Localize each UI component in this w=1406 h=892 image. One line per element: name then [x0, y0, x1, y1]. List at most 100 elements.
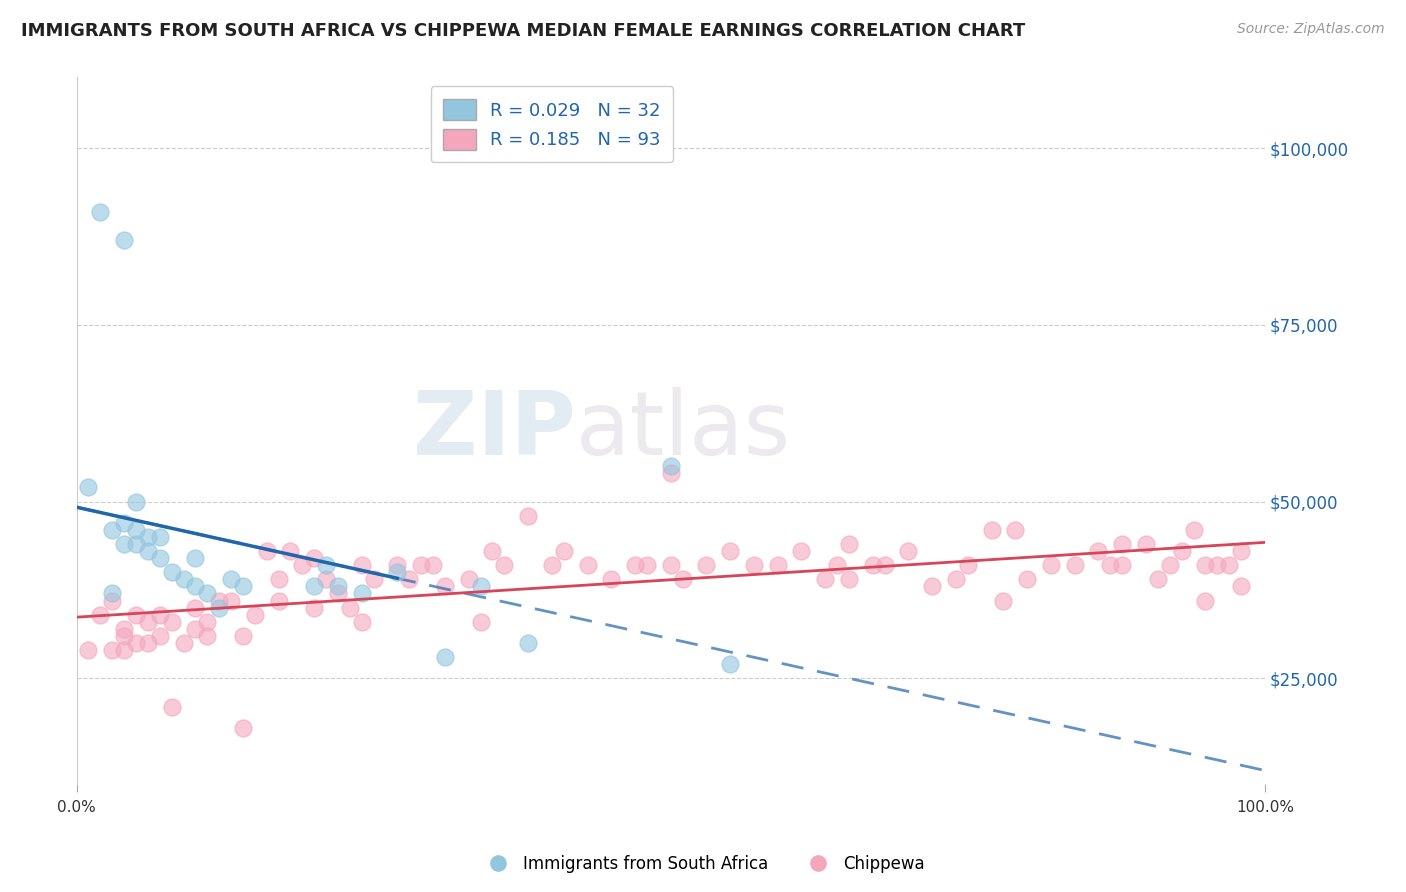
Point	[326, 586, 349, 600]
Point	[422, 558, 444, 573]
Point	[219, 593, 242, 607]
Point	[302, 551, 325, 566]
Point	[387, 558, 409, 573]
Point	[326, 579, 349, 593]
Point	[1087, 544, 1109, 558]
Point	[897, 544, 920, 558]
Point	[671, 572, 693, 586]
Point	[1194, 558, 1216, 573]
Point	[1063, 558, 1085, 573]
Point	[350, 558, 373, 573]
Point	[267, 572, 290, 586]
Point	[125, 537, 148, 551]
Point	[659, 558, 682, 573]
Point	[302, 579, 325, 593]
Point	[517, 636, 540, 650]
Point	[993, 593, 1015, 607]
Point	[125, 607, 148, 622]
Point	[433, 650, 456, 665]
Point	[1194, 593, 1216, 607]
Point	[184, 551, 207, 566]
Point	[149, 607, 172, 622]
Point	[457, 572, 479, 586]
Point	[873, 558, 896, 573]
Point	[149, 629, 172, 643]
Point	[1135, 537, 1157, 551]
Point	[636, 558, 658, 573]
Point	[136, 530, 159, 544]
Text: Source: ZipAtlas.com: Source: ZipAtlas.com	[1237, 22, 1385, 37]
Point	[659, 459, 682, 474]
Point	[315, 572, 337, 586]
Point	[136, 615, 159, 629]
Point	[1017, 572, 1039, 586]
Point	[411, 558, 433, 573]
Point	[232, 579, 254, 593]
Point	[243, 607, 266, 622]
Point	[1218, 558, 1240, 573]
Point	[980, 523, 1002, 537]
Point	[232, 629, 254, 643]
Point	[1111, 537, 1133, 551]
Point	[89, 607, 111, 622]
Point	[1170, 544, 1192, 558]
Point	[695, 558, 717, 573]
Point	[945, 572, 967, 586]
Point	[1039, 558, 1062, 573]
Point	[136, 544, 159, 558]
Point	[1147, 572, 1170, 586]
Point	[149, 551, 172, 566]
Point	[363, 572, 385, 586]
Point	[838, 572, 860, 586]
Point	[101, 593, 124, 607]
Point	[1230, 544, 1253, 558]
Point	[624, 558, 647, 573]
Point	[77, 643, 100, 657]
Point	[267, 593, 290, 607]
Point	[89, 204, 111, 219]
Legend: R = 0.029   N = 32, R = 0.185   N = 93: R = 0.029 N = 32, R = 0.185 N = 93	[430, 87, 673, 162]
Point	[125, 636, 148, 650]
Point	[470, 579, 492, 593]
Point	[101, 586, 124, 600]
Point	[184, 579, 207, 593]
Legend: Immigrants from South Africa, Chippewa: Immigrants from South Africa, Chippewa	[475, 848, 931, 880]
Point	[302, 600, 325, 615]
Point	[339, 600, 361, 615]
Point	[387, 566, 409, 580]
Point	[659, 467, 682, 481]
Point	[173, 572, 195, 586]
Point	[280, 544, 302, 558]
Point	[825, 558, 848, 573]
Point	[1004, 523, 1026, 537]
Point	[838, 537, 860, 551]
Point	[112, 629, 135, 643]
Point	[766, 558, 789, 573]
Point	[481, 544, 503, 558]
Point	[219, 572, 242, 586]
Point	[195, 615, 218, 629]
Point	[553, 544, 575, 558]
Point	[315, 558, 337, 573]
Point	[398, 572, 420, 586]
Point	[149, 530, 172, 544]
Point	[136, 636, 159, 650]
Text: atlas: atlas	[575, 387, 790, 475]
Point	[112, 643, 135, 657]
Point	[184, 622, 207, 636]
Point	[470, 615, 492, 629]
Point	[195, 629, 218, 643]
Point	[517, 508, 540, 523]
Point	[790, 544, 813, 558]
Point	[160, 615, 183, 629]
Point	[1111, 558, 1133, 573]
Point	[77, 480, 100, 494]
Point	[125, 494, 148, 508]
Point	[541, 558, 564, 573]
Point	[1230, 579, 1253, 593]
Point	[718, 657, 741, 672]
Point	[742, 558, 765, 573]
Point	[350, 615, 373, 629]
Point	[112, 622, 135, 636]
Point	[1206, 558, 1229, 573]
